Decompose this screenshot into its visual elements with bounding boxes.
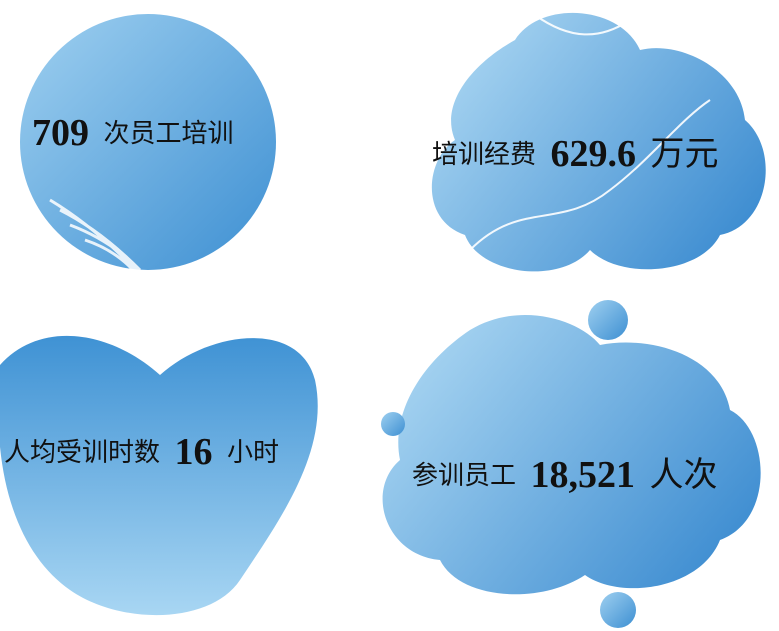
stat-number: 709 (32, 112, 89, 154)
stat-prefix: 人均受训时数 (4, 438, 160, 467)
stat-number: 16 (175, 431, 213, 473)
stat-label: 参训员工 18,521 人次 (412, 454, 718, 496)
heart-blob (0, 335, 318, 616)
stat-suffix: 小时 (227, 438, 279, 467)
stat-prefix: 培训经费 (432, 140, 536, 169)
stat-suffix: 万元 (651, 136, 719, 173)
stat-label: 培训经费 629.6 万元 (432, 133, 719, 175)
stat-number: 18,521 (531, 454, 636, 496)
stat-suffix: 人次 (650, 456, 718, 494)
cloud-blob (381, 300, 761, 628)
stat-suffix: 次员工培训 (104, 119, 234, 148)
stat-number: 629.6 (551, 133, 637, 175)
stat-label: 709 次员工培训 (32, 112, 234, 154)
circle-blob (20, 14, 276, 287)
stat-label: 人均受训时数 16 小时 (4, 431, 279, 473)
stat-prefix: 参训员工 (412, 461, 516, 490)
cloud-blob (431, 12, 766, 272)
